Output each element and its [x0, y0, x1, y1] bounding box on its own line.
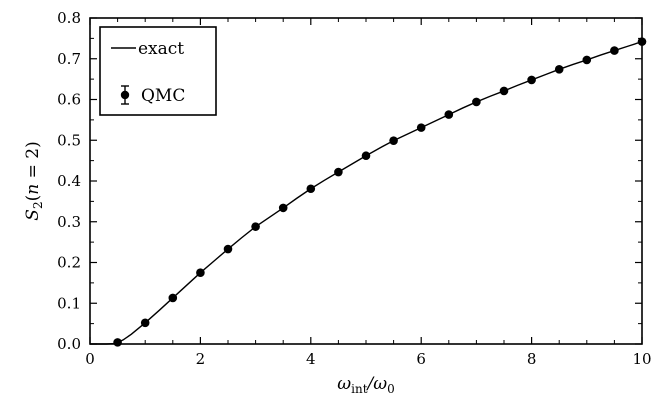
- exact-series-line: [90, 40, 643, 345]
- y-tick-label: 0.5: [57, 131, 81, 149]
- qmc-data-point: [278, 203, 288, 213]
- qmc-data-point: [554, 65, 564, 74]
- qmc-data-point: [472, 97, 481, 107]
- qmc-data-point: [334, 167, 343, 177]
- plot-frame: [89, 17, 643, 345]
- x-tick-label: 4: [306, 350, 316, 368]
- y-tick-label: 0.1: [57, 294, 81, 312]
- qmc-data-point: [444, 110, 454, 119]
- qmc-data-point: [223, 244, 233, 254]
- y-tick-label: 0.8: [57, 9, 81, 27]
- qmc-data-point: [499, 86, 509, 96]
- y-tick-label: 0.7: [57, 50, 81, 68]
- qmc-data-point: [113, 338, 122, 347]
- qmc-series-points: [113, 37, 647, 347]
- x-tick-labels: 0 2 4 6 8 10: [85, 350, 651, 368]
- x-axis-label: ωint/ω0: [337, 374, 395, 396]
- qmc-data-point: [140, 318, 150, 328]
- legend: exact QMC: [99, 26, 217, 116]
- legend-exact-label: exact: [138, 39, 184, 59]
- x-tick-label: 6: [416, 350, 426, 368]
- x-tick-label: 0: [85, 350, 95, 368]
- y-tick-label: 0.0: [57, 335, 81, 353]
- qmc-data-point: [610, 46, 619, 55]
- y-axis-label: S2(n = 2): [23, 141, 45, 220]
- x-tick-label: 2: [196, 350, 206, 368]
- qmc-data-point: [416, 123, 426, 132]
- qmc-data-point: [196, 268, 205, 277]
- qmc-data-point: [168, 293, 178, 303]
- legend-box: [99, 26, 217, 116]
- y-tick-label: 0.2: [57, 254, 81, 272]
- y-tick-labels: 0.0 0.1 0.2 0.3 0.4 0.5 0.6 0.7 0.8: [57, 9, 81, 353]
- legend-qmc-label: QMC: [141, 86, 185, 106]
- y-tick-label: 0.4: [57, 172, 81, 190]
- qmc-data-point: [361, 151, 371, 161]
- qmc-data-point: [389, 136, 398, 145]
- qmc-data-point: [306, 184, 316, 194]
- legend-qmc-marker-sample: [120, 85, 130, 105]
- y-tick-label: 0.3: [57, 213, 81, 231]
- qmc-data-point: [582, 55, 592, 65]
- y-tick-label: 0.6: [57, 91, 81, 109]
- qmc-data-point: [251, 222, 260, 231]
- x-tick-label: 8: [527, 350, 537, 368]
- x-tick-label: 10: [632, 350, 651, 368]
- qmc-data-point: [527, 75, 536, 85]
